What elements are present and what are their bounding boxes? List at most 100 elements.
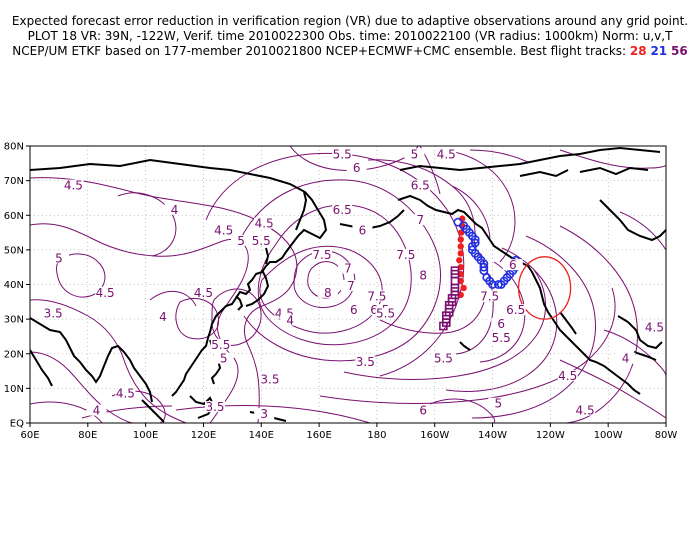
x-tick-label: 80W [655, 430, 678, 441]
contour-label: 6 [350, 303, 358, 317]
track-point-blue [467, 242, 477, 251]
contour-label: 3.5 [260, 372, 279, 386]
verification-circle [517, 256, 572, 320]
contour-label-bg [505, 304, 526, 316]
contour-label-bg [43, 307, 64, 319]
coastline-hudson [599, 199, 666, 242]
axis-ticks [26, 145, 667, 427]
contour-label-bg [193, 286, 214, 298]
contour-label: 5 [411, 147, 419, 161]
contour-label-bg [213, 352, 234, 364]
y-tick-label: 70N [4, 176, 24, 187]
contour-label-bg [355, 356, 376, 368]
contour-label: 7 [416, 213, 424, 227]
x-tick-label: 180 [367, 430, 386, 441]
contour-label-bg [332, 148, 353, 160]
track-count-purple: 56 [670, 44, 688, 58]
coastline-arabia [30, 349, 53, 387]
contour-label: 4.5 [116, 386, 135, 400]
coastline-sumatra [141, 399, 165, 423]
figure-header: Expected forecast error reduction in ver… [0, 14, 700, 59]
contour-label-bg [404, 148, 425, 160]
contour-label: 4.5 [194, 286, 213, 300]
x-tick-label: 100E [133, 430, 158, 441]
track-point-red [457, 250, 464, 257]
contour-label-bg [410, 179, 431, 191]
contour-label-bg [338, 262, 358, 274]
contour-label: 4.5 [255, 217, 274, 231]
contour-line [619, 211, 666, 251]
coastline-kamchatka [295, 191, 308, 231]
contour-line [30, 351, 135, 423]
track-point-red [456, 257, 463, 264]
contour-line [451, 185, 491, 239]
error-reduction-contours [30, 146, 666, 423]
header-line-3: NCEP/UM ETKF based on 177-member 2010021… [0, 44, 700, 59]
contour-line [559, 149, 666, 169]
coastline-japan [245, 269, 270, 307]
y-tick-label: 40N [4, 280, 24, 291]
contour-label: 6.5 [506, 303, 525, 317]
contour-label: 5.5 [252, 234, 271, 248]
contour-label: 5.5 [434, 352, 453, 366]
contour-line [307, 261, 345, 299]
track-point-blue [488, 280, 497, 289]
contour-label-bg [311, 248, 332, 260]
contour-label-bg [164, 203, 185, 215]
contour-label: 5 [220, 352, 228, 366]
track-point-blue [479, 266, 489, 276]
contour-line [175, 298, 220, 340]
contour-label-bg [259, 373, 280, 385]
x-tick-label: 160W [420, 430, 449, 441]
contour-label: 8 [324, 286, 332, 300]
coastlines [30, 146, 666, 423]
track-point-purple [439, 321, 448, 331]
contour-label-bg [254, 408, 275, 420]
contour-line [367, 159, 476, 247]
coastline-hawaii [459, 341, 471, 351]
contour-label: 5.5 [333, 147, 352, 161]
coastline-arctic-islands [519, 169, 569, 178]
contour-label: 5.5 [376, 307, 395, 321]
contour-label: 3.5 [356, 355, 375, 369]
contour-label: 6 [419, 404, 427, 418]
x-tick-label: 160E [306, 430, 331, 441]
contour-label: 7 [344, 262, 352, 276]
header-line-2: PLOT 18 VR: 39N, -122W, Verif. time 2010… [27, 29, 673, 43]
track-count-red: 28 [629, 44, 647, 58]
contour-line [239, 179, 442, 362]
contour-line [205, 152, 465, 377]
coastline-sakhalin [265, 247, 270, 265]
contour-label: 3 [260, 407, 268, 421]
contour-label-bg [575, 404, 596, 416]
contour-label-bg [395, 248, 416, 260]
contour-label: 4.5 [558, 369, 577, 383]
contour-label: 5.5 [492, 331, 511, 345]
contour-label: 4.5 [645, 321, 664, 335]
contour-label-bg [340, 279, 361, 291]
coastline-alaska [397, 194, 513, 259]
contour-line [603, 329, 666, 377]
latitude-labels: EQ 10N 20N 30N 40N 50N 60N 70N 80N [4, 142, 24, 430]
contour-label-bg [280, 314, 301, 326]
contour-line [30, 299, 187, 423]
coastline-gulf [617, 315, 663, 350]
contour-line [319, 287, 616, 404]
x-tick-label: 80E [78, 430, 97, 441]
x-tick-label: 120W [536, 430, 565, 441]
contour-label: 4 [159, 310, 167, 324]
x-tick-label: 100W [594, 430, 623, 441]
contour-label: 4.5 [576, 404, 595, 418]
contour-label: 4.5 [96, 286, 115, 300]
contour-label: 6 [497, 317, 505, 331]
contour-label-bg [346, 162, 367, 174]
track-point-blue [470, 235, 480, 244]
coastline-borneo [189, 395, 216, 419]
contour-label-bg [231, 234, 252, 246]
contour-label-bg [213, 224, 234, 236]
contour-label-bg [491, 331, 512, 343]
x-tick-label: 140W [478, 430, 507, 441]
contour-label: 7.5 [312, 248, 331, 262]
contour-label: 6.5 [411, 179, 430, 193]
